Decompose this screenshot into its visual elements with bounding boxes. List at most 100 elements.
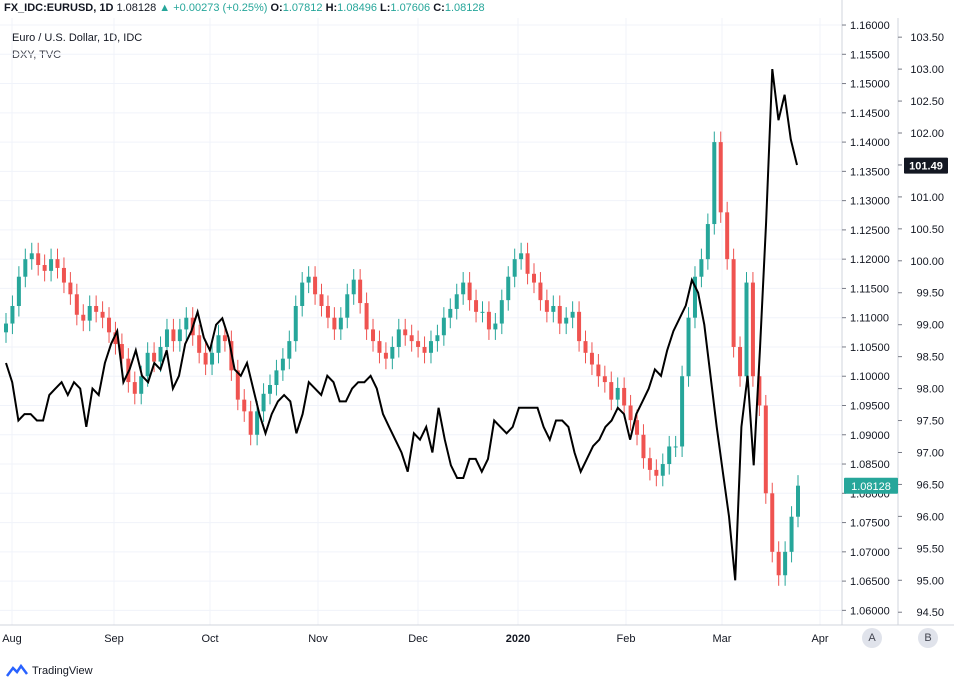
- candle-body: [274, 370, 279, 386]
- close-label: C:: [433, 2, 445, 14]
- candle-body: [718, 142, 723, 213]
- candle-body: [686, 317, 691, 377]
- low-value: 1.07606: [390, 2, 431, 14]
- eurusd-tick-label: 1.14500: [850, 108, 890, 120]
- eurusd-tick-label: 1.09500: [850, 400, 890, 412]
- candle-body: [42, 265, 47, 271]
- candle-body: [770, 493, 775, 552]
- eurusd-tick-label: 1.06000: [850, 605, 890, 617]
- eurusd-tick-label: 1.14000: [850, 137, 890, 149]
- candle-body: [293, 305, 298, 342]
- price-axis[interactable]: 1.16000 1.15500 1.15000 1.14500 1.14000 1.135…: [841, 0, 944, 625]
- candle-body: [29, 253, 34, 260]
- candle-body: [454, 294, 459, 309]
- footer-brand[interactable]: TradingView: [6, 662, 93, 680]
- candle-body: [615, 387, 620, 400]
- candle-body: [654, 469, 659, 476]
- candle-body: [81, 314, 86, 321]
- dxy-tick-label: 99.50: [916, 288, 944, 300]
- candle-body: [551, 305, 556, 312]
- candle-body: [164, 329, 169, 347]
- candle-body: [242, 399, 247, 412]
- candle-body: [248, 411, 253, 435]
- candle-body: [776, 551, 781, 576]
- eurusd-tick-label: 1.12500: [850, 225, 890, 237]
- time-axis-label: Oct: [201, 633, 218, 645]
- eurusd-tick-label: 1.07500: [850, 518, 890, 530]
- candle-body: [647, 458, 652, 470]
- eurusd-tick-label: 1.07000: [850, 547, 890, 559]
- candle-body: [416, 341, 421, 347]
- candle-body: [409, 335, 414, 342]
- candle-body: [222, 335, 227, 342]
- candle-body: [583, 341, 588, 353]
- dxy-tick-label: 97.00: [916, 447, 944, 459]
- candle-body: [570, 311, 575, 318]
- dxy-price-tag: [904, 157, 948, 174]
- candle-body: [10, 305, 15, 324]
- candle-body: [596, 364, 601, 377]
- candle-body: [461, 282, 466, 295]
- eurusd-tick-label: 1.13500: [850, 166, 890, 178]
- dxy-tick-label: 100.50: [910, 224, 944, 236]
- candle-body: [119, 344, 124, 359]
- dxy-tick-label: 102.50: [910, 96, 944, 108]
- candle-body: [338, 317, 343, 330]
- eurusd-tick-label: 1.10000: [850, 371, 890, 383]
- candle-body: [383, 352, 388, 359]
- candle-body: [783, 551, 788, 576]
- candle-body: [448, 308, 453, 318]
- time-axis-label: Sep: [104, 633, 124, 645]
- time-axis[interactable]: Aug Sep Oct Nov Dec 2020 Feb Mar Apr: [0, 624, 954, 645]
- candle-body: [441, 317, 446, 336]
- time-axis-label: Apr: [811, 633, 828, 645]
- dxy-tick-label: 98.00: [916, 384, 944, 396]
- candle-body: [390, 346, 395, 359]
- dxy-line: [5, 68, 798, 581]
- legend-compare-series[interactable]: DXY, TVC: [12, 49, 62, 61]
- eurusd-tick-label: 1.13000: [850, 196, 890, 208]
- candle-body: [699, 259, 704, 277]
- candle-body: [345, 294, 350, 318]
- time-axis-label: Mar: [713, 633, 732, 645]
- candle-body: [55, 259, 60, 268]
- dxy-tick-label: 95.00: [916, 575, 944, 587]
- dxy-tick-label: 96.50: [916, 479, 944, 491]
- candle-body: [667, 446, 672, 465]
- axis-button-a[interactable]: A: [862, 628, 882, 648]
- dxy-tick-label: 98.50: [916, 352, 944, 364]
- candle-body: [313, 276, 318, 295]
- candle-body: [68, 282, 73, 295]
- eurusd-tick-label: 1.11000: [850, 313, 889, 325]
- open-value: 1.07812: [282, 2, 323, 14]
- candle-body: [628, 405, 633, 421]
- candle-body: [538, 282, 543, 301]
- legend-main-series[interactable]: Euro / U.S. Dollar, 1D, IDC: [12, 32, 143, 44]
- candle-body: [358, 279, 363, 304]
- candle-body: [641, 434, 646, 459]
- candle-body: [738, 346, 743, 377]
- candle-body: [435, 335, 440, 342]
- high-value: 1.08496: [337, 2, 377, 14]
- candle-body: [602, 376, 607, 383]
- candle-body: [287, 341, 292, 359]
- candle-body: [255, 411, 260, 435]
- eurusd-tick-label: 1.12000: [850, 254, 890, 266]
- dxy-tick-label: 96.00: [916, 511, 944, 523]
- candle-body: [113, 332, 118, 345]
- high-label: H:: [325, 2, 338, 14]
- candle-body: [371, 329, 376, 342]
- axis-button-b[interactable]: B: [918, 628, 938, 648]
- candle-body: [216, 335, 221, 353]
- eurusd-price-tag: [844, 477, 898, 494]
- symbol-name[interactable]: FX_IDC:EURUSD, 1D: [4, 2, 114, 14]
- candle-body: [280, 358, 285, 371]
- chart-legend: Euro / U.S. Dollar, 1D, IDC DXY, TVC: [12, 30, 142, 64]
- dxy-tick-label: 95.50: [916, 543, 944, 555]
- dxy-tick-label: 103.00: [910, 64, 944, 76]
- brand-name: TradingView: [32, 665, 93, 677]
- candle-body: [428, 341, 433, 353]
- candle-body: [94, 305, 99, 312]
- candle-body: [377, 341, 382, 353]
